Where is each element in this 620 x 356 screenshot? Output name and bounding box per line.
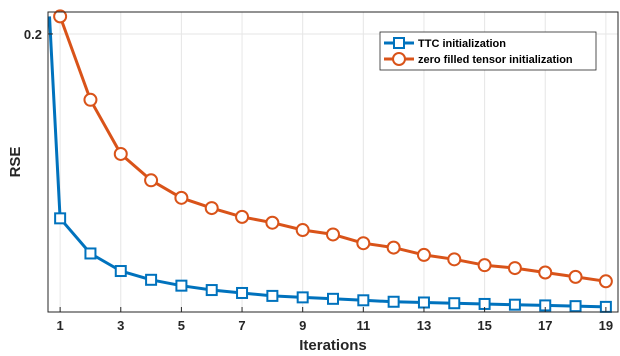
data-point bbox=[235, 209, 250, 224]
data-point bbox=[569, 300, 582, 313]
data-point bbox=[598, 274, 613, 289]
data-point bbox=[477, 258, 492, 273]
x-tick-label: 13 bbox=[417, 318, 431, 333]
x-tick-label: 15 bbox=[477, 318, 491, 333]
data-point bbox=[416, 247, 431, 262]
series-layer bbox=[48, 9, 613, 313]
data-point bbox=[327, 292, 339, 305]
data-point bbox=[295, 223, 310, 238]
data-point bbox=[447, 252, 462, 267]
data-point bbox=[568, 269, 583, 284]
data-point bbox=[326, 227, 340, 242]
data-point bbox=[266, 289, 279, 302]
data-point bbox=[84, 247, 97, 260]
x-tick-label: 1 bbox=[57, 318, 64, 333]
x-tick-label: 7 bbox=[238, 318, 245, 333]
x-tick-label: 5 bbox=[178, 318, 185, 333]
x-tick-label: 19 bbox=[599, 318, 613, 333]
x-tick-label: 11 bbox=[356, 318, 370, 333]
data-point bbox=[508, 298, 521, 311]
data-point bbox=[144, 173, 159, 188]
data-point bbox=[83, 92, 98, 107]
data-point bbox=[113, 146, 128, 161]
data-point bbox=[356, 236, 371, 251]
axes-box bbox=[47, 11, 619, 313]
data-point bbox=[448, 297, 461, 310]
data-point bbox=[265, 215, 280, 230]
legend-label-zero: zero filled tensor initialization bbox=[418, 54, 573, 66]
data-point bbox=[386, 240, 401, 255]
data-point bbox=[175, 279, 188, 292]
x-tick-label: 3 bbox=[117, 318, 124, 333]
data-point bbox=[145, 273, 158, 286]
x-axis-title: Iterations bbox=[299, 337, 367, 354]
legend-marker-ttc bbox=[393, 37, 405, 49]
series-zero-filled bbox=[53, 9, 613, 289]
y-axis-title: RSE bbox=[7, 147, 24, 178]
data-point bbox=[204, 201, 219, 216]
legend-label-ttc: TTC initialization bbox=[418, 38, 506, 50]
data-point bbox=[236, 286, 249, 299]
data-point bbox=[417, 296, 430, 309]
data-point bbox=[387, 295, 400, 308]
ticks: 1 3 5 7 9 11 13 15 17 190.2 bbox=[24, 27, 613, 333]
legend-box bbox=[379, 31, 597, 71]
data-point bbox=[538, 265, 553, 280]
data-point bbox=[507, 261, 522, 276]
y-tick-label: 0.2 bbox=[24, 27, 42, 42]
data-point bbox=[296, 291, 309, 304]
legend: TTC initialization zero filled tensor in… bbox=[379, 31, 597, 71]
data-point bbox=[54, 212, 67, 225]
data-point bbox=[205, 284, 218, 297]
data-point bbox=[357, 294, 370, 307]
legend-marker-zero bbox=[392, 52, 406, 66]
x-tick-label: 17 bbox=[538, 318, 552, 333]
data-point bbox=[174, 190, 189, 205]
series-ttc bbox=[48, 16, 612, 313]
data-point bbox=[53, 9, 68, 24]
data-point bbox=[114, 265, 127, 278]
x-tick-label: 9 bbox=[299, 318, 306, 333]
